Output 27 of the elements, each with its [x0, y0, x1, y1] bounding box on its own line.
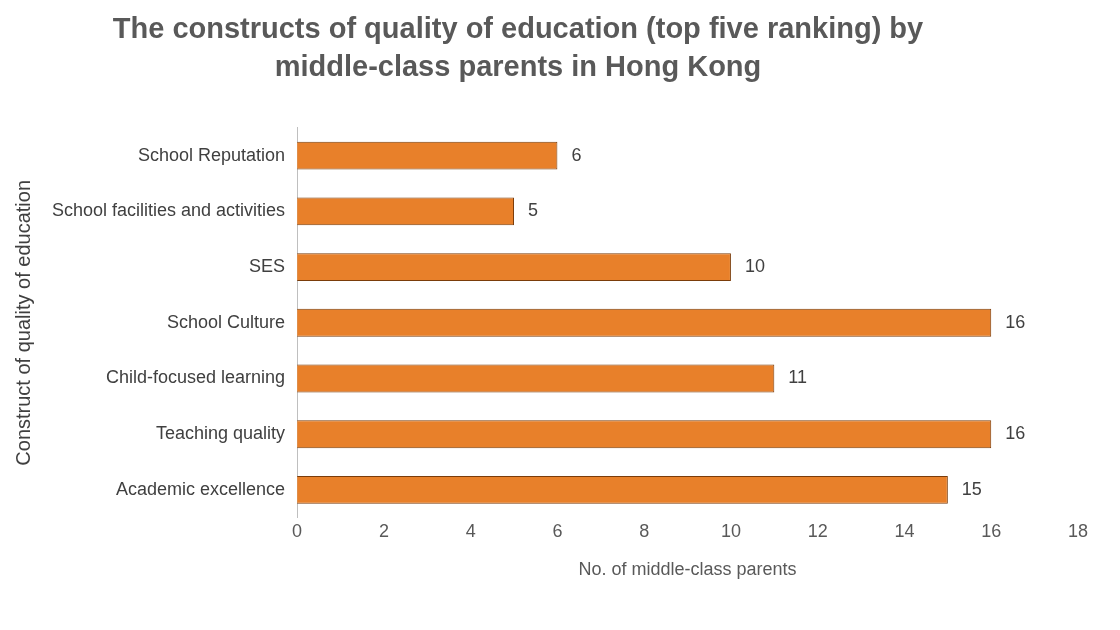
- data-label: 16: [1005, 312, 1026, 333]
- data-label: 15: [961, 479, 982, 500]
- x-tick-label: 4: [465, 520, 476, 541]
- x-tick-label: 16: [981, 520, 1002, 541]
- data-label: 11: [788, 367, 808, 388]
- y-tick-label: Child-focused learning: [106, 367, 286, 388]
- x-tick-label: 12: [807, 520, 828, 541]
- x-tick-label: 0: [292, 520, 303, 541]
- data-label: 10: [744, 256, 765, 277]
- x-axis-title: No. of middle-class parents: [578, 559, 797, 580]
- x-tick-label: 6: [552, 520, 563, 541]
- x-tick-label: 18: [1067, 520, 1089, 541]
- x-tick-label: 2: [378, 520, 389, 541]
- y-tick-label: School facilities and activities: [51, 200, 286, 221]
- y-axis-title: Construct of quality of education: [11, 180, 34, 467]
- x-tick-label: 10: [720, 520, 741, 541]
- y-tick-label: SES: [249, 256, 286, 277]
- chart-title: The constructs of quality of education (top five ranking) by middle-class parents in Hong Kong: [111, 11, 925, 84]
- data-label: 5: [528, 200, 539, 221]
- data-label: 16: [1005, 423, 1026, 444]
- y-tick-label: School Reputation: [138, 145, 286, 165]
- x-tick-label: 14: [894, 520, 915, 541]
- x-tick-label: 8: [639, 520, 650, 541]
- y-tick-label: Teaching quality: [156, 423, 286, 444]
- data-label: 6: [571, 145, 582, 165]
- y-tick-label: School Culture: [167, 312, 286, 333]
- y-tick-label: Academic excellence: [116, 479, 286, 500]
